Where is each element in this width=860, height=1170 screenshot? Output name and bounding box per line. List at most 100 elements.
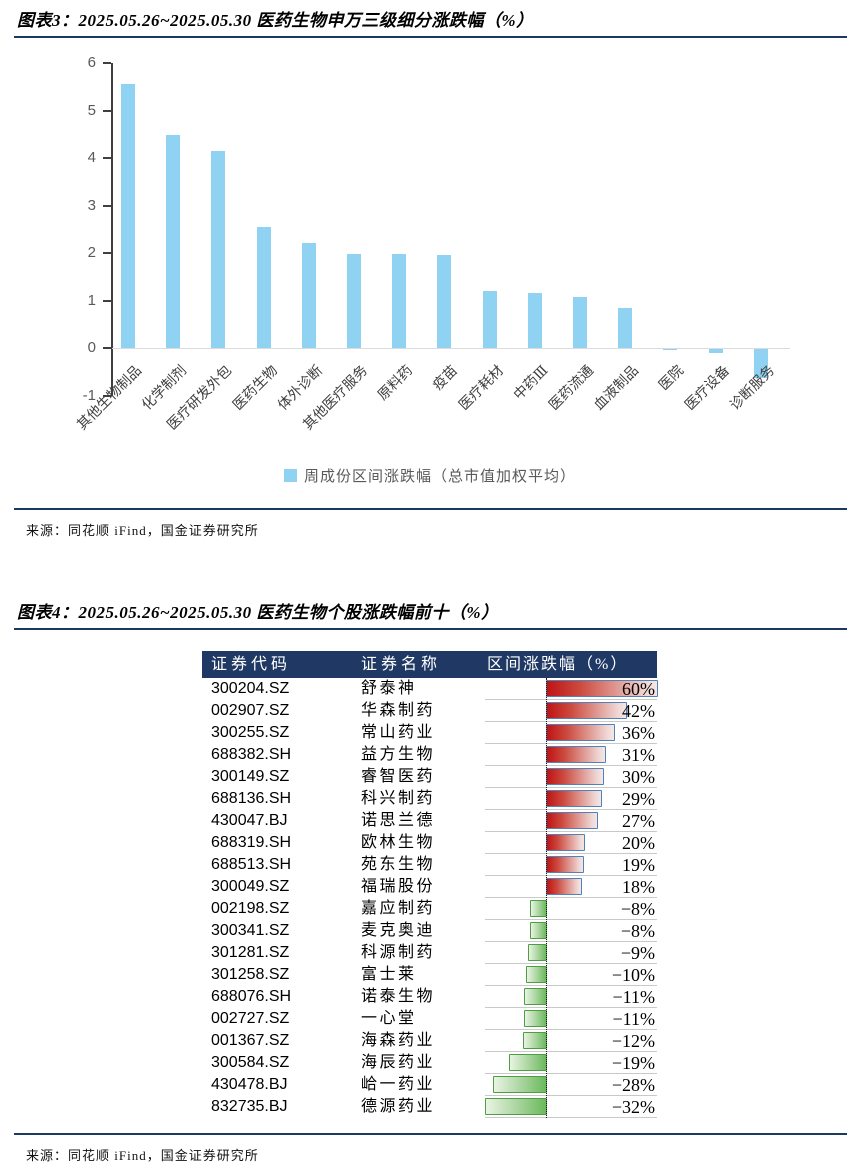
- stock-code: 301258.SZ: [211, 966, 290, 983]
- change-bar-cell: −11%: [485, 986, 657, 1008]
- change-bar-cell: 27%: [485, 810, 657, 832]
- change-bar-cell: −19%: [485, 1052, 657, 1074]
- data-bar: [546, 746, 606, 763]
- change-bar-cell: 29%: [485, 788, 657, 810]
- table-row: 832735.BJ 德源药业 −32%: [202, 1096, 657, 1118]
- table-row: 300584.SZ 海辰药业 −19%: [202, 1052, 657, 1074]
- change-bar-cell: 36%: [485, 722, 657, 744]
- change-value: −19%: [611, 1053, 655, 1073]
- stock-name: 常山药业: [361, 724, 436, 741]
- data-bar: [530, 922, 547, 939]
- stock-name: 一心堂: [361, 1010, 417, 1027]
- figure3-bottom-rule: [14, 508, 847, 510]
- change-value: 18%: [622, 877, 655, 897]
- stock-code: 001367.SZ: [211, 1032, 290, 1049]
- column-header-code: 证券代码: [211, 656, 292, 673]
- change-value: −9%: [620, 943, 655, 963]
- data-bar: [546, 702, 627, 719]
- data-bar: [546, 724, 615, 741]
- bar: [121, 84, 135, 348]
- figure3-title: 图表3：2025.05.26~2025.05.30 医药生物申万三级细分涨跌幅（…: [17, 11, 534, 30]
- table-row: 688319.SH 欧林生物 20%: [202, 832, 657, 854]
- y-axis-tick-label: 6: [87, 54, 96, 71]
- y-axis-tick-label: 4: [87, 149, 96, 166]
- change-bar-cell: 19%: [485, 854, 657, 876]
- change-bar-cell: −28%: [485, 1074, 657, 1096]
- figure3-title-rule: [14, 36, 847, 38]
- bar: [392, 254, 407, 348]
- figure4-source: 来源：同花顺 iFind，国金证券研究所: [26, 1148, 259, 1163]
- stock-code: 301281.SZ: [211, 944, 290, 961]
- stock-name: 海辰药业: [361, 1054, 436, 1071]
- change-value: −32%: [611, 1097, 655, 1117]
- change-value: −8%: [620, 899, 655, 919]
- x-axis-category-label: 医疗设备: [682, 363, 733, 414]
- legend-color-swatch: [283, 469, 297, 482]
- legend-label: 周成份区间涨跌幅（总市值加权平均）: [303, 469, 576, 485]
- change-value: 42%: [622, 701, 655, 721]
- bar: [708, 349, 723, 354]
- stock-name: 麦克奥迪: [361, 922, 436, 939]
- change-value: −11%: [612, 1009, 655, 1029]
- table-row: 300204.SZ 舒泰神 60%: [202, 678, 658, 700]
- stock-code: 832735.BJ: [211, 1098, 288, 1115]
- change-bar-cell: −11%: [485, 1008, 657, 1030]
- zero-gridline: [112, 348, 790, 349]
- change-value: 29%: [622, 789, 655, 809]
- stock-name: 科源制药: [361, 944, 436, 961]
- column-header-change: 区间涨跌幅（%）: [487, 656, 629, 673]
- x-axis-category-label: 血液制品: [591, 363, 643, 414]
- figure3-legend: 周成份区间涨跌幅（总市值加权平均）: [0, 465, 860, 486]
- stock-name: 舒泰神: [361, 680, 417, 697]
- figure3-source: 来源：同花顺 iFind，国金证券研究所: [26, 523, 259, 538]
- table-row: 300149.SZ 睿智医药 30%: [202, 766, 657, 788]
- stock-code: 002198.SZ: [211, 900, 290, 917]
- bar: [482, 291, 497, 348]
- change-bar-cell: −12%: [485, 1030, 657, 1052]
- stock-name: 益方生物: [361, 746, 436, 763]
- table-row: 688076.SH 诺泰生物 −11%: [202, 986, 657, 1008]
- stock-code: 300255.SZ: [211, 724, 290, 741]
- table-row: 688382.SH 益方生物 31%: [202, 744, 657, 766]
- change-value: −10%: [611, 965, 655, 985]
- change-value: 20%: [622, 833, 655, 853]
- stock-name: 峆一药业: [361, 1076, 436, 1093]
- stock-code: 688076.SH: [211, 988, 292, 1005]
- stock-code: 688136.SH: [211, 790, 292, 807]
- stock-code: 300049.SZ: [211, 878, 290, 895]
- y-axis-tick-label: -1: [82, 386, 96, 404]
- x-axis-category-label: 医药流通: [546, 363, 597, 414]
- bar: [256, 227, 271, 348]
- change-bar-cell: −8%: [485, 898, 657, 920]
- table-zero-axis: [546, 678, 547, 1118]
- data-bar: [546, 768, 604, 785]
- table-row: 688513.SH 苑东生物 19%: [202, 854, 657, 876]
- table-row: 300341.SZ 麦克奥迪 −8%: [202, 920, 657, 942]
- bar: [618, 308, 633, 348]
- stock-name: 诺泰生物: [361, 988, 436, 1005]
- stock-name: 海森药业: [361, 1032, 436, 1049]
- change-bar-cell: −9%: [485, 942, 657, 964]
- x-axis-category-label: 医药生物: [230, 363, 281, 414]
- column-header-name: 证券名称: [361, 656, 442, 673]
- table-header-row: 证券代码 证券名称 区间涨跌幅（%）: [202, 651, 657, 678]
- y-axis-tick: [103, 157, 111, 159]
- table-row: 430047.BJ 诺思兰德 27%: [202, 810, 657, 832]
- stock-code: 300149.SZ: [211, 768, 290, 785]
- data-bar: [509, 1054, 547, 1071]
- change-bar-cell: 30%: [485, 766, 657, 788]
- change-bar-cell: 42%: [485, 700, 657, 722]
- y-axis-tick: [103, 204, 111, 207]
- data-bar: [524, 1010, 547, 1027]
- y-axis-tick: [103, 347, 111, 349]
- table-row: 002907.SZ 华森制药 42%: [202, 700, 657, 722]
- y-axis-tick-label: 5: [87, 101, 96, 119]
- y-axis-tick: [103, 394, 111, 397]
- y-axis-line: [111, 63, 113, 396]
- y-axis-tick: [103, 62, 111, 64]
- y-axis-tick: [103, 109, 111, 112]
- stock-code: 300204.SZ: [211, 680, 290, 697]
- data-bar: [524, 988, 547, 1005]
- change-value: 36%: [622, 723, 655, 743]
- stock-name: 嘉应制药: [361, 900, 436, 917]
